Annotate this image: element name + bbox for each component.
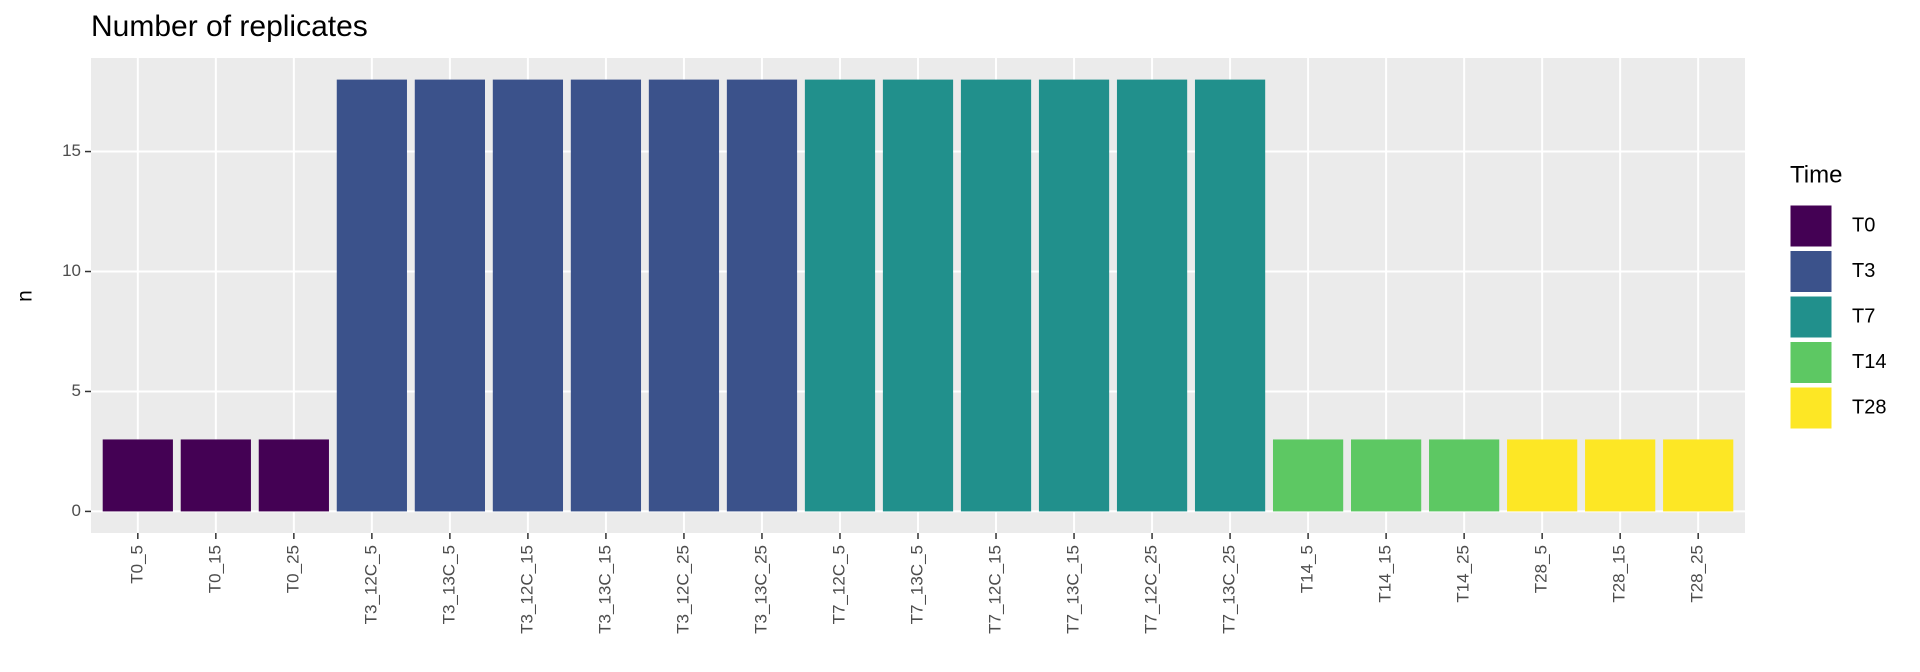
x-tick-label: T3_13C_25 xyxy=(751,545,770,634)
x-tick-label: T28_15 xyxy=(1610,545,1629,603)
x-tick-label: T7_12C_25 xyxy=(1142,545,1161,634)
legend-key xyxy=(1789,295,1833,339)
bar xyxy=(1351,439,1422,512)
legend-label: T0 xyxy=(1852,214,1875,236)
bar xyxy=(648,79,720,512)
x-tick-label: T3_12C_5 xyxy=(361,545,380,624)
bar xyxy=(882,79,954,512)
x-tick-label: T3_13C_15 xyxy=(595,545,614,634)
legend-label: T3 xyxy=(1852,260,1875,282)
x-tick-label: T7_12C_15 xyxy=(986,545,1005,634)
bar xyxy=(1116,79,1188,512)
bar xyxy=(102,439,173,512)
x-tick-label: T14_25 xyxy=(1454,545,1473,603)
bar xyxy=(492,79,564,512)
x-tick-label: T14_15 xyxy=(1376,545,1395,603)
legend-label: T7 xyxy=(1852,305,1875,327)
x-tick-label: T0_15 xyxy=(205,545,224,593)
x-tick-label: T0_25 xyxy=(283,545,302,593)
legend-key xyxy=(1789,386,1833,430)
x-tick-label: T3_13C_5 xyxy=(439,545,458,624)
bar xyxy=(1038,79,1110,512)
x-tick-label: T0_5 xyxy=(127,545,146,584)
bar xyxy=(726,79,798,512)
x-tick-label: T28_5 xyxy=(1532,545,1551,593)
bar xyxy=(336,79,407,512)
bar xyxy=(258,439,329,512)
x-tick-label: T7_12C_5 xyxy=(829,545,848,624)
chart-title: Number of replicates xyxy=(91,10,368,43)
bar xyxy=(180,439,251,512)
bar xyxy=(1585,439,1656,512)
legend-title: Time xyxy=(1790,161,1842,188)
legend-key xyxy=(1789,341,1833,384)
x-tick-label: T7_13C_5 xyxy=(907,545,926,624)
bar xyxy=(1429,439,1500,512)
legend-label: T14 xyxy=(1852,351,1886,373)
bar xyxy=(414,79,485,512)
bar xyxy=(960,79,1032,512)
bar xyxy=(1507,439,1578,512)
x-tick-label: T3_12C_15 xyxy=(517,545,536,634)
bar xyxy=(804,79,876,512)
y-axis-label: n xyxy=(14,290,37,302)
y-tick-label: 10 xyxy=(62,261,81,280)
bar xyxy=(1663,439,1734,512)
x-tick-label: T7_13C_15 xyxy=(1064,545,1083,634)
bar xyxy=(1194,79,1266,512)
bar xyxy=(570,79,642,512)
y-tick-label: 15 xyxy=(62,141,81,160)
x-tick-label: T7_13C_25 xyxy=(1220,545,1239,634)
x-tick-label: T28_25 xyxy=(1688,545,1707,603)
x-tick-label: T14_5 xyxy=(1298,545,1317,593)
legend-key xyxy=(1789,250,1833,293)
legend-key xyxy=(1789,204,1833,248)
x-tick-label: T3_12C_25 xyxy=(673,545,692,634)
bar xyxy=(1272,439,1344,512)
y-tick-label: 0 xyxy=(72,501,81,520)
y-tick-label: 5 xyxy=(72,381,81,400)
legend-label: T28 xyxy=(1852,396,1886,418)
